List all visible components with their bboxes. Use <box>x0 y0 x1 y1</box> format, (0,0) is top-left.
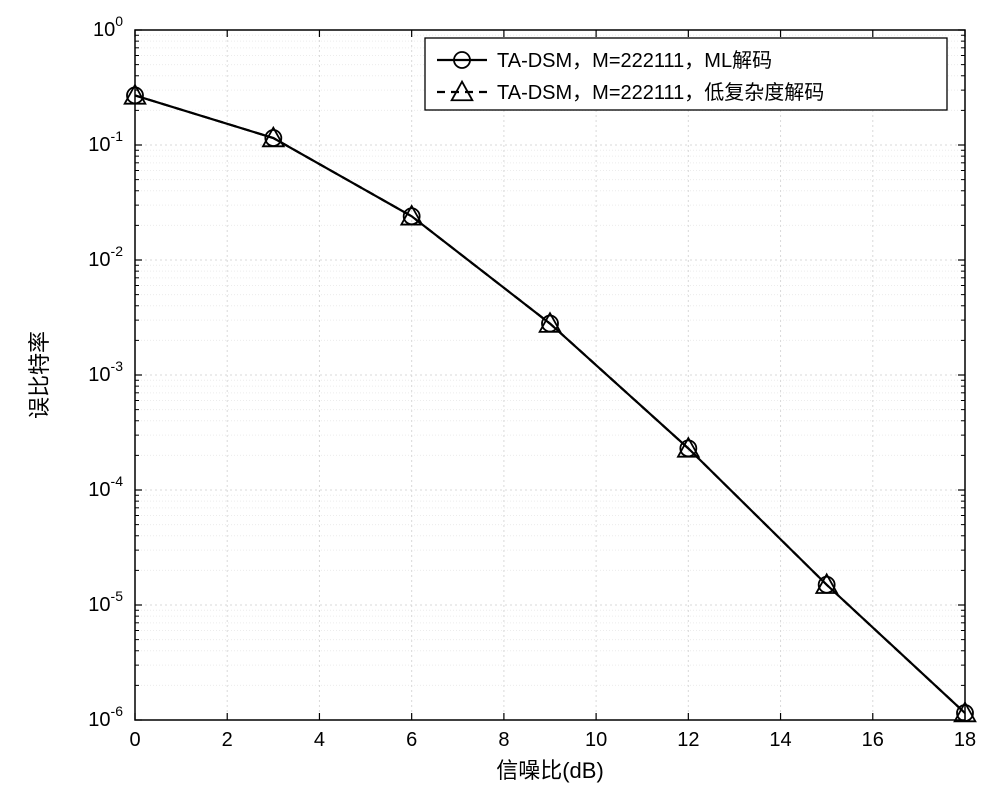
chart-container: 024681012141618信噪比(dB)10-610-510-410-310… <box>0 0 1000 799</box>
x-tick-label: 16 <box>862 729 884 751</box>
x-tick-label: 2 <box>222 729 233 751</box>
ber-vs-snr-chart: 024681012141618信噪比(dB)10-610-510-410-310… <box>0 0 1000 799</box>
x-tick-label: 6 <box>406 729 417 751</box>
x-tick-label: 14 <box>769 729 791 751</box>
x-tick-label: 18 <box>954 729 976 751</box>
x-tick-label: 4 <box>314 729 325 751</box>
x-tick-label: 12 <box>677 729 699 751</box>
x-axis-label: 信噪比(dB) <box>496 758 604 783</box>
y-axis-label: 误比特率 <box>27 331 52 419</box>
x-tick-label: 10 <box>585 729 607 751</box>
legend-label: TA-DSM，M=222111，ML解码 <box>497 49 772 72</box>
legend-label: TA-DSM，M=222111，低复杂度解码 <box>497 81 824 104</box>
x-tick-label: 8 <box>498 729 509 751</box>
x-tick-label: 0 <box>129 729 140 751</box>
